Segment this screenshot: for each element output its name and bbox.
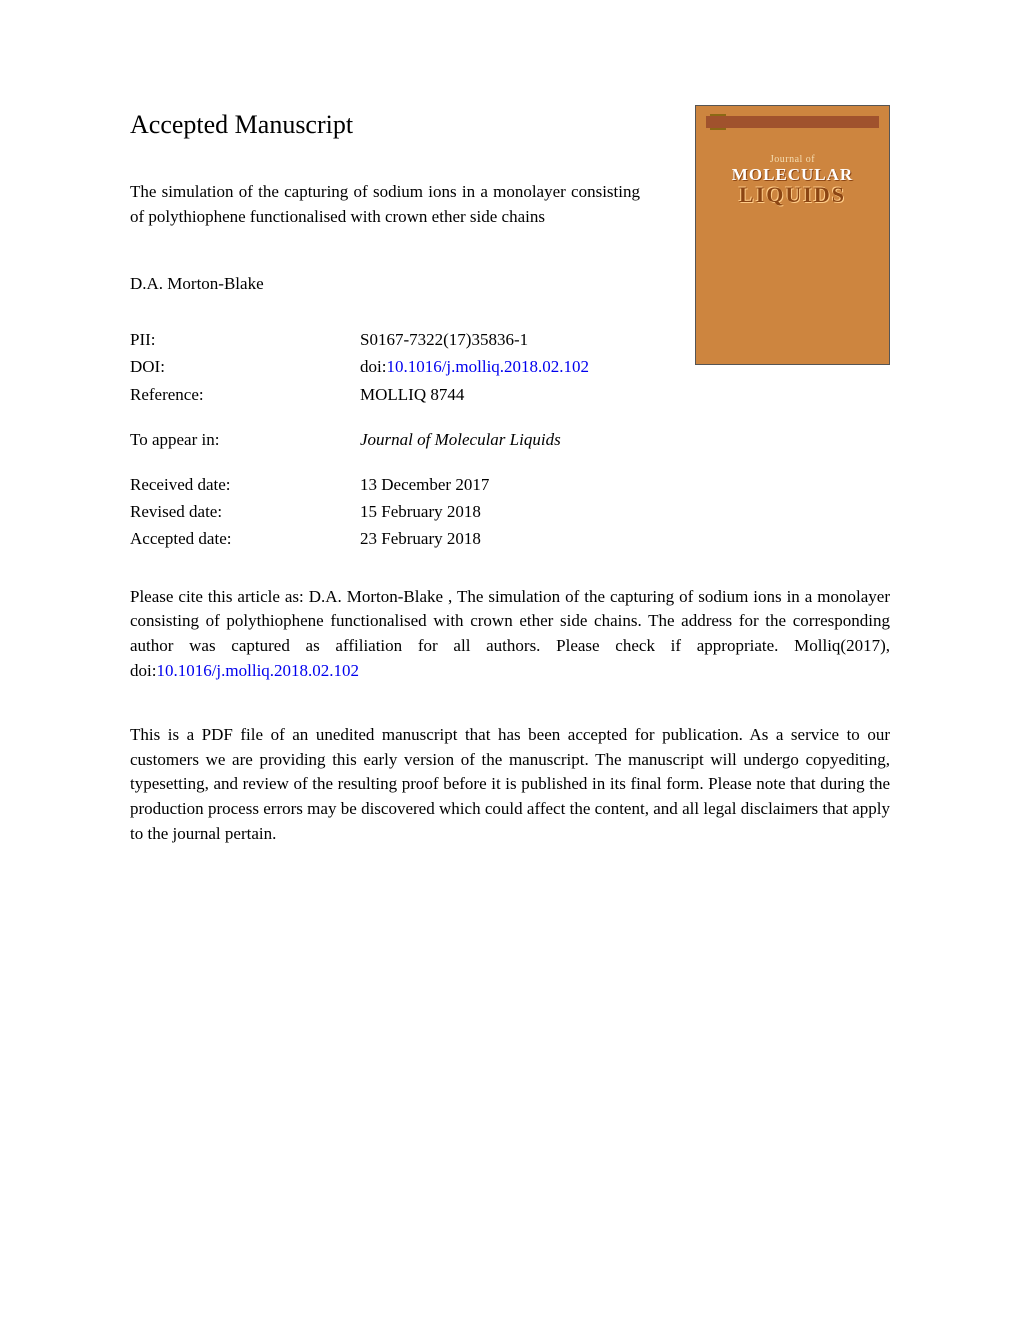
meta-label: DOI: xyxy=(130,353,360,380)
meta-value: 13 December 2017 xyxy=(360,471,489,498)
meta-label: To appear in: xyxy=(130,426,360,453)
header-row: Accepted Manuscript The simulation of th… xyxy=(130,110,890,553)
meta-row-accepted: Accepted date: 23 February 2018 xyxy=(130,525,640,552)
meta-row-revised: Revised date: 15 February 2018 xyxy=(130,498,640,525)
cover-journal-of: Journal of xyxy=(696,154,889,165)
authors: D.A. Morton-Blake xyxy=(130,274,640,294)
meta-row-received: Received date: 13 December 2017 xyxy=(130,471,640,498)
journal-cover: Journal of MOLECULAR LIQUIDS xyxy=(695,105,890,365)
disclaimer-text: This is a PDF file of an unedited manusc… xyxy=(130,723,890,846)
meta-label: Reference: xyxy=(130,381,360,408)
cover-title: Journal of MOLECULAR LIQUIDS xyxy=(696,154,889,208)
manuscript-page: Accepted Manuscript The simulation of th… xyxy=(130,110,890,846)
meta-row-pii: PII: S0167-7322(17)35836-1 xyxy=(130,326,640,353)
citation-doi-link[interactable]: 10.1016/j.molliq.2018.02.102 xyxy=(156,661,359,680)
meta-value: 23 February 2018 xyxy=(360,525,481,552)
meta-value: Journal of Molecular Liquids xyxy=(360,426,561,453)
page-heading: Accepted Manuscript xyxy=(130,110,640,140)
article-title: The simulation of the capturing of sodiu… xyxy=(130,180,640,229)
meta-value: doi:10.1016/j.molliq.2018.02.102 xyxy=(360,353,589,380)
meta-row-reference: Reference: MOLLIQ 8744 xyxy=(130,381,640,408)
header-left: Accepted Manuscript The simulation of th… xyxy=(130,110,640,553)
meta-value: 15 February 2018 xyxy=(360,498,481,525)
meta-row-doi: DOI: doi:10.1016/j.molliq.2018.02.102 xyxy=(130,353,640,380)
meta-label: Revised date: xyxy=(130,498,360,525)
doi-link[interactable]: 10.1016/j.molliq.2018.02.102 xyxy=(386,357,589,376)
cover-topbar xyxy=(706,116,879,128)
cover-liquids: LIQUIDS xyxy=(696,182,889,208)
meta-value: MOLLIQ 8744 xyxy=(360,381,464,408)
meta-label: PII: xyxy=(130,326,360,353)
meta-value: S0167-7322(17)35836-1 xyxy=(360,326,528,353)
citation-text: Please cite this article as: D.A. Morton… xyxy=(130,585,890,684)
doi-prefix: doi: xyxy=(360,357,386,376)
meta-table: PII: S0167-7322(17)35836-1 DOI: doi:10.1… xyxy=(130,326,640,552)
meta-label: Received date: xyxy=(130,471,360,498)
meta-label: Accepted date: xyxy=(130,525,360,552)
meta-row-appear: To appear in: Journal of Molecular Liqui… xyxy=(130,426,640,453)
